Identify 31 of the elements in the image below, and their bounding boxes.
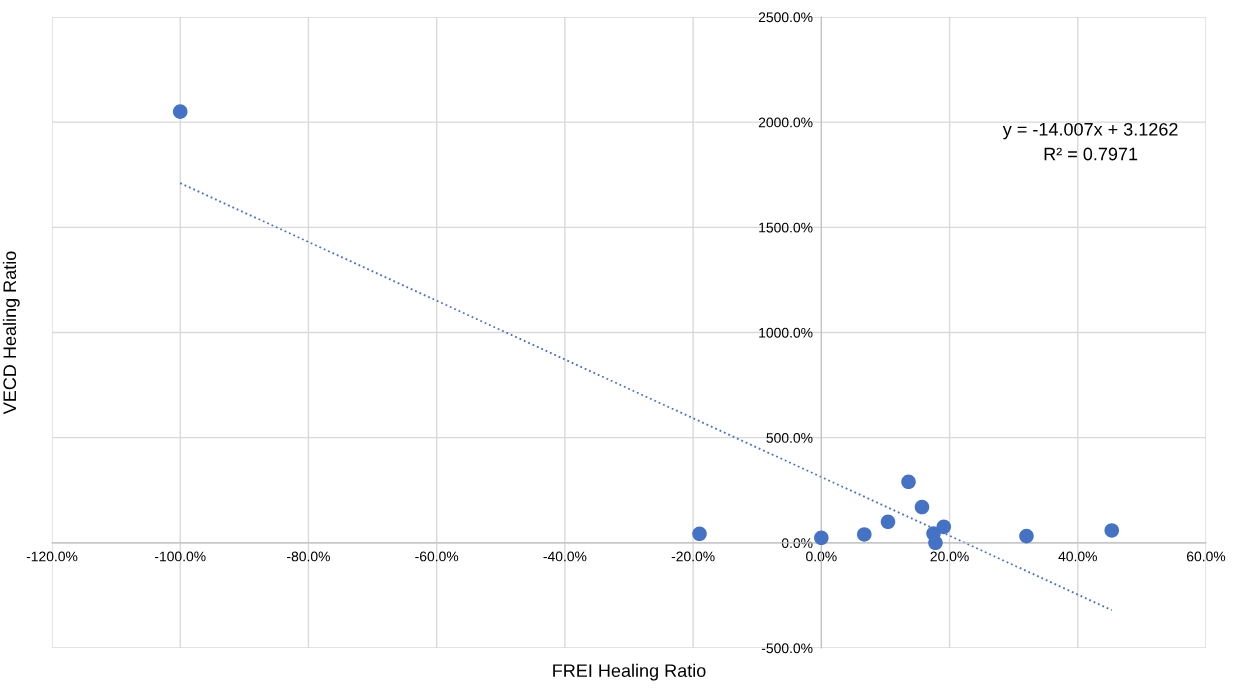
x-tick-label: -60.0% [415,551,459,562]
x-tick-label: 40.0% [1058,551,1097,562]
point [914,499,930,515]
y-tick-label: 500.0% [766,433,813,443]
point [936,519,952,535]
annotation: y = -14.007x + 3.1262 R² = 0.7971 [1002,122,1178,161]
point [1104,523,1120,538]
point [901,474,916,490]
y-tick-label: 2500.0% [758,12,813,23]
y-tick-label: 0.0% [781,538,813,548]
point [814,530,829,546]
x-axis-title: FREI Healing Ratio [553,663,706,681]
x-tick-label: -20.0% [671,551,715,562]
point [880,514,896,530]
x-tick-label: -40.0% [543,551,587,562]
y-tick-label: 1500.0% [759,222,813,233]
x-tick-label: -100.0% [154,551,206,562]
y-tick-label: 1000.0% [759,327,813,338]
y-axis-title: VECD Healing Ratio [2,251,20,415]
x-tick-label: 60.0% [1187,551,1226,562]
y-tick-label: -500.0% [761,643,813,654]
point [857,527,872,542]
x-tick-label: 20.0% [930,551,969,562]
x-tick-label: -80.0% [287,551,330,562]
x-tick-label: -120.0% [26,551,78,562]
y-tick-label: 2000.0% [758,117,813,128]
point [1019,528,1034,544]
x-tick-label: 0.0% [806,551,837,562]
point [692,526,707,542]
point [928,535,943,551]
point [172,104,188,119]
